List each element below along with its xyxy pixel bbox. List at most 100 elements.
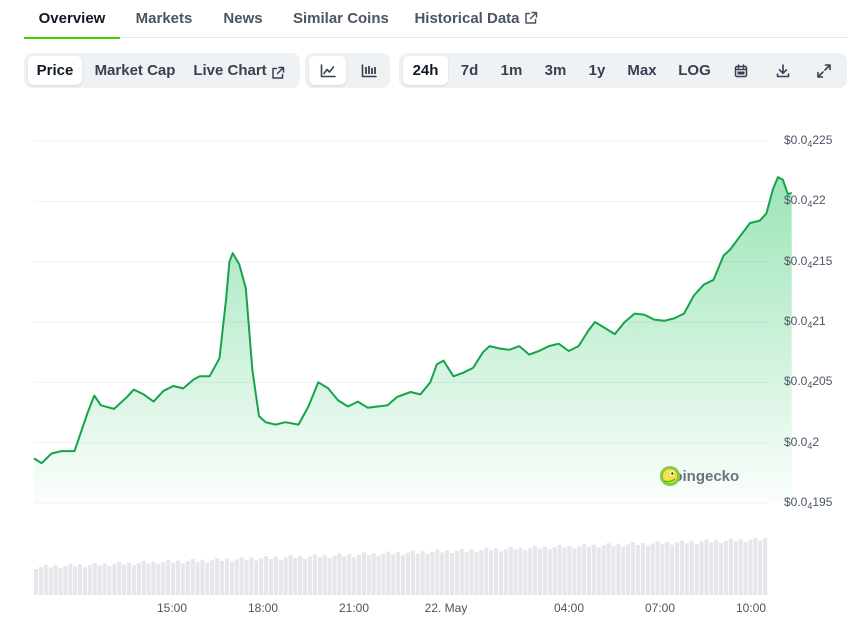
range-max[interactable]: Max [627,62,657,79]
volume-bar [298,555,303,595]
volume-bar [738,539,743,595]
volume-bar [244,560,249,595]
volume-bar [171,562,176,595]
volume-bar [449,553,454,595]
volume-bar [743,541,748,595]
volume-bar [675,542,680,595]
volume-bar [479,550,484,595]
calendar-icon [734,62,748,79]
volume-bar [156,564,161,595]
volume-bar [254,560,259,595]
price-area-fill [34,177,792,503]
range-7d[interactable]: 7d [460,62,479,79]
volume-bar [219,560,224,595]
tab-similar-coins[interactable]: Similar Coins [293,0,389,38]
range-1m[interactable]: 1m [500,62,523,79]
range-3m[interactable]: 3m [544,62,567,79]
volume-bar [679,540,684,595]
volume-bar [719,542,724,595]
range-24h[interactable]: 24h [403,56,448,85]
x-axis-tick-label: 22. May [424,601,468,615]
volume-bar [464,551,469,595]
tab-markets[interactable]: Markets [134,0,194,38]
x-axis-tick-label: 07:00 [644,601,676,615]
volume-bar [591,544,596,595]
volume-bar [557,545,562,595]
volume-bar [293,558,298,595]
y-axis-tick-label: $0.04225 [784,133,833,149]
calendar-button[interactable] [726,56,756,85]
volume-bar [234,559,239,595]
line-chart-button[interactable] [309,56,346,85]
volume-bar [327,557,332,595]
volume-bar [484,547,489,595]
volume-bar [107,566,112,595]
external-link-icon [271,58,285,87]
volume-bar [264,556,269,595]
tab-overview[interactable]: Overview [24,0,120,39]
volume-bar [728,538,733,595]
volume-bar [753,537,758,595]
volume-bar [303,558,308,595]
candlestick-chart-button[interactable] [350,56,387,85]
volume-bar [43,564,48,595]
volume-bar [283,557,288,595]
volume-bar [205,562,210,595]
line-chart-icon [320,62,336,79]
tab-label: Similar Coins [293,10,389,27]
fullscreen-button[interactable] [809,56,839,85]
volume-bar [278,559,283,595]
live-chart-link[interactable]: Live Chart [190,56,288,85]
y-axis-tick-label: $0.042 [784,434,820,451]
volume-bar [440,552,445,595]
volume-bar [259,558,264,595]
volume-bar [34,569,39,595]
volume-bar [366,555,371,595]
volume-bar [136,563,141,595]
volume-bar [611,546,616,595]
price-chart[interactable]: $0.04225 $0.0422 $0.04215 $0.0421 $0.04205 $0… [0,95,847,628]
volume-bar [494,548,499,595]
volume-bar [528,548,533,595]
log-scale-toggle[interactable]: LOG [678,62,711,79]
volume-bar [38,566,43,595]
volume-bar [430,551,435,595]
volume-bar [518,547,523,595]
volume-bar [631,542,636,595]
volume-bar [547,549,552,595]
volume-bar [308,556,313,595]
volume-bar [596,547,601,595]
metric-toggle-group: Price Market Cap Live Chart [24,53,300,88]
coin-nav-tabs: Overview Markets News Similar Coins Hist… [24,0,847,39]
volume-bar [361,552,366,595]
volume-bar [474,552,479,595]
download-button[interactable] [768,56,798,85]
volume-bar [489,550,494,595]
range-1y[interactable]: 1y [588,62,606,79]
volume-bar [425,554,430,595]
volume-bar [112,564,117,595]
volume-bar [53,565,58,595]
volume-bar [498,551,503,595]
volume-bar [58,568,63,595]
price-tab[interactable]: Price [28,56,82,85]
volume-bar [542,546,547,595]
volume-bar [396,552,401,595]
volume-bar [273,556,278,595]
volume-bar [684,543,689,595]
tab-news[interactable]: News [222,0,264,38]
volume-bar [572,548,577,595]
volume-bar [229,561,234,595]
volume-bar [733,541,738,595]
volume-bar [670,544,675,595]
volume-bar [48,567,53,595]
external-link-icon [524,2,538,40]
volume-bar [724,540,729,595]
volume-bar [224,558,229,595]
volume-bar [616,543,621,595]
active-tab-indicator [24,37,120,39]
candlestick-icon [361,62,377,79]
tab-historical-data[interactable]: Historical Data [414,0,538,38]
market-cap-tab[interactable]: Market Cap [94,62,176,79]
volume-bar [758,540,763,595]
